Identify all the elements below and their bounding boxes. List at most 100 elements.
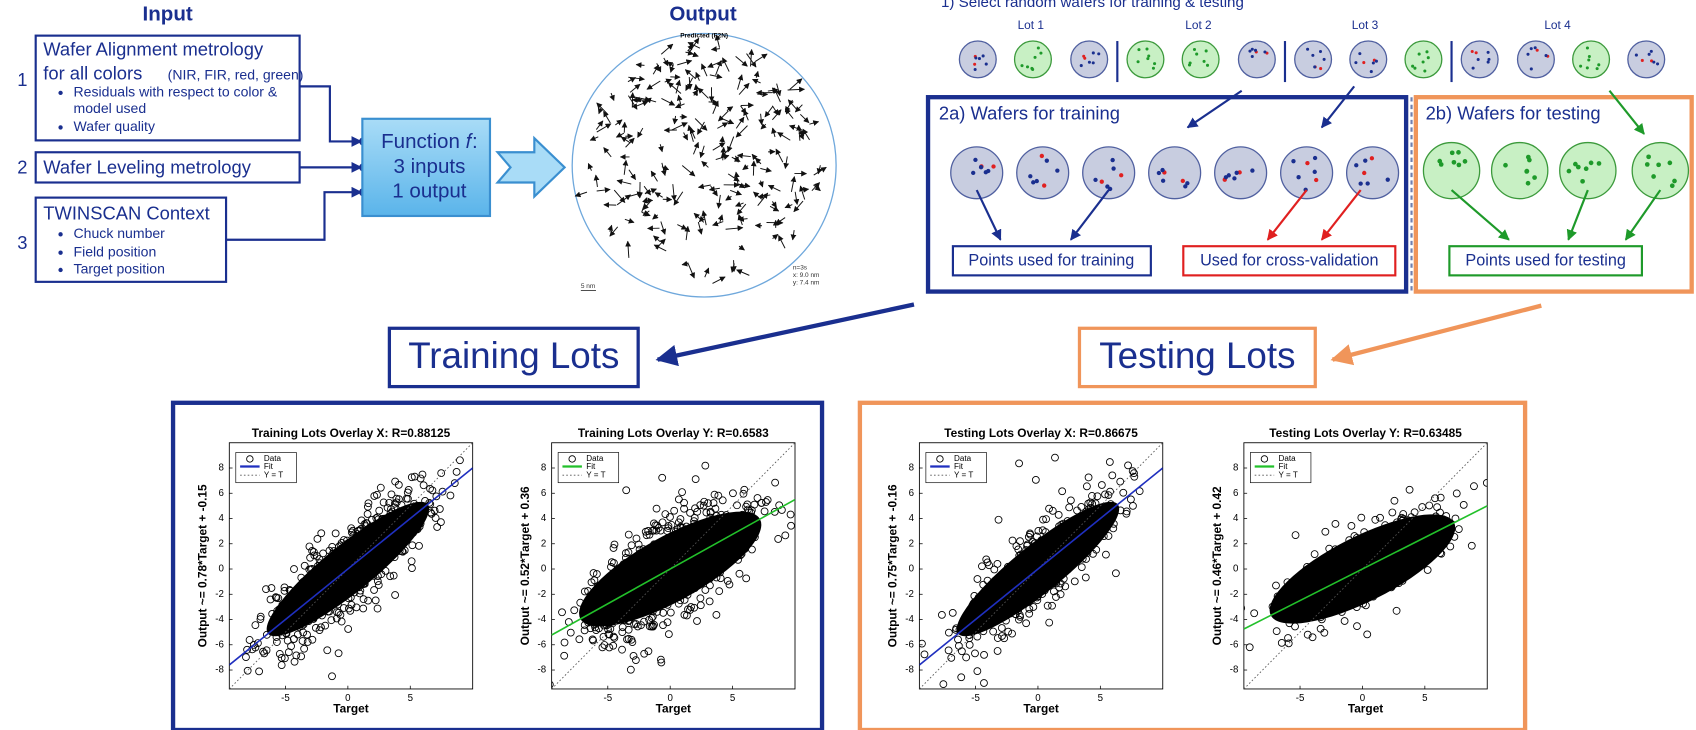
vector: [590, 137, 598, 140]
y-tick-label: -6: [215, 639, 224, 650]
vector: [730, 190, 741, 194]
wafer-point: [1597, 161, 1602, 166]
vector: [677, 61, 691, 65]
wafer-point: [1314, 178, 1318, 182]
wafer-point: [1193, 48, 1196, 51]
wafer-point: [1472, 67, 1475, 70]
vector: [726, 196, 732, 200]
wafer-point: [1427, 56, 1430, 59]
wafer-point: [1656, 162, 1661, 167]
vector: [673, 184, 675, 200]
wafer-point: [1584, 166, 1589, 171]
vector: [661, 98, 674, 105]
vector: [803, 129, 810, 140]
wafer-point: [1045, 159, 1049, 163]
vector: [676, 104, 685, 108]
vector: [674, 116, 675, 124]
connector: [1322, 190, 1361, 240]
wafer-point: [1425, 50, 1428, 53]
wafer-point: [1487, 51, 1490, 54]
wafer-point: [1251, 55, 1254, 58]
vector: [688, 42, 700, 48]
wafer-point: [1534, 46, 1537, 49]
wafer-point: [1650, 50, 1653, 53]
wafer-point: [1648, 53, 1651, 56]
wafer-point: [1651, 174, 1656, 179]
wafer-point: [1635, 54, 1638, 57]
vector: [765, 106, 773, 117]
wafer-point: [1206, 64, 1209, 67]
wafer-point: [1263, 50, 1266, 53]
vector: [791, 177, 794, 192]
vector: [699, 185, 711, 187]
vector: [726, 228, 743, 230]
plot-title: Training Lots Overlay Y: R=0.6583: [578, 426, 769, 440]
wafer-point: [979, 165, 983, 169]
bullet-text: Target position: [74, 261, 165, 277]
wafer-point: [1040, 154, 1044, 158]
function-text: 3 inputs: [393, 155, 465, 178]
vector: [728, 137, 734, 152]
wafer-point: [1227, 173, 1231, 177]
scale-label: 5 nm: [581, 283, 595, 290]
y-tick-label: 6: [909, 488, 914, 499]
y-tick-label: -2: [538, 589, 547, 600]
wafer: [1015, 41, 1052, 78]
wafer-point: [1161, 179, 1165, 183]
vector: [737, 75, 741, 90]
wafer-point: [982, 54, 985, 57]
vector: [753, 192, 761, 199]
wafer-point: [1039, 52, 1042, 55]
wafer-point: [1645, 162, 1650, 167]
wafer-point: [1306, 48, 1309, 51]
wafer-point: [1323, 58, 1326, 61]
wafer-point: [978, 57, 981, 60]
bullet-text: Wafer quality: [74, 118, 155, 134]
vector: [800, 114, 809, 122]
vector: [758, 193, 768, 206]
vector: [776, 149, 783, 162]
y-tick-label: -8: [538, 665, 547, 676]
vector: [628, 77, 644, 79]
box-title: 2b) Wafers for testing: [1426, 102, 1601, 123]
wafer-point: [1092, 51, 1095, 54]
wafer-point: [1573, 162, 1578, 167]
big-connector: [658, 305, 914, 360]
wafer-point: [1080, 64, 1083, 67]
box-title: 2a) Wafers for training: [939, 102, 1120, 123]
y-tick-label: 6: [218, 488, 223, 499]
wafer-point: [1526, 53, 1529, 56]
wafer-point: [1153, 62, 1156, 65]
x-label: Target: [656, 702, 691, 716]
y-tick-label: -8: [215, 665, 224, 676]
wafer-point: [1195, 53, 1198, 56]
vector: [736, 203, 744, 206]
vector: [773, 234, 778, 238]
wafer-point: [1146, 57, 1149, 60]
wafer-point: [1119, 173, 1123, 177]
vector: [770, 206, 779, 211]
vector: [702, 161, 709, 167]
vector: [779, 236, 785, 249]
vector: [755, 54, 767, 61]
y-tick-label: -8: [1230, 665, 1239, 676]
label: (NIR, FIR, red, green): [168, 66, 304, 82]
vector: [768, 185, 780, 191]
vector: [711, 49, 719, 50]
vector: [737, 184, 750, 186]
vector: [701, 146, 705, 158]
vector: [698, 222, 701, 234]
wafer-point: [1088, 61, 1091, 64]
wafer-point: [1652, 61, 1655, 64]
wafer-point: [1456, 150, 1461, 155]
wafer-point: [1525, 169, 1530, 174]
vector: [599, 107, 601, 113]
wafer: [1182, 41, 1219, 78]
bullet: [58, 91, 62, 95]
vector: [661, 222, 665, 235]
connector: [1452, 190, 1509, 240]
wafer-point: [1646, 154, 1651, 159]
wafer-point: [1030, 67, 1033, 70]
scatter-point: [474, 464, 481, 471]
section-title: Output: [669, 3, 736, 26]
